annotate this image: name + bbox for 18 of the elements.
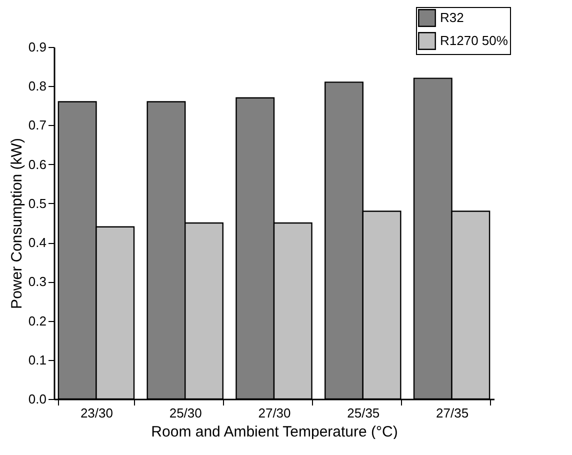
y-tick-label: 0.4 bbox=[28, 235, 46, 250]
legend-label: R1270 50% bbox=[440, 33, 508, 48]
y-tick-label: 0.0 bbox=[28, 392, 46, 406]
x-tick-label: 27/30 bbox=[258, 406, 291, 420]
y-tick-label: 0.7 bbox=[28, 118, 46, 133]
x-tick-label: 25/30 bbox=[169, 406, 202, 420]
y-tick-label: 0.5 bbox=[28, 196, 46, 211]
x-tick-label: 25/35 bbox=[347, 406, 380, 420]
y-tick-label: 0.3 bbox=[28, 274, 46, 290]
x-tick-label: 27/35 bbox=[436, 406, 469, 420]
legend-label: R32 bbox=[440, 10, 464, 25]
x-tick-label: 23/30 bbox=[80, 406, 113, 420]
y-axis-title: Power Consumption (kW) bbox=[8, 138, 26, 309]
y-tick-label: 0.8 bbox=[28, 78, 46, 94]
y-tick-label: 0.2 bbox=[28, 313, 46, 328]
y-tick-label: 0.9 bbox=[28, 40, 46, 54]
y-tick-label: 0.6 bbox=[28, 156, 46, 172]
y-tick-label: 0.1 bbox=[28, 352, 46, 368]
